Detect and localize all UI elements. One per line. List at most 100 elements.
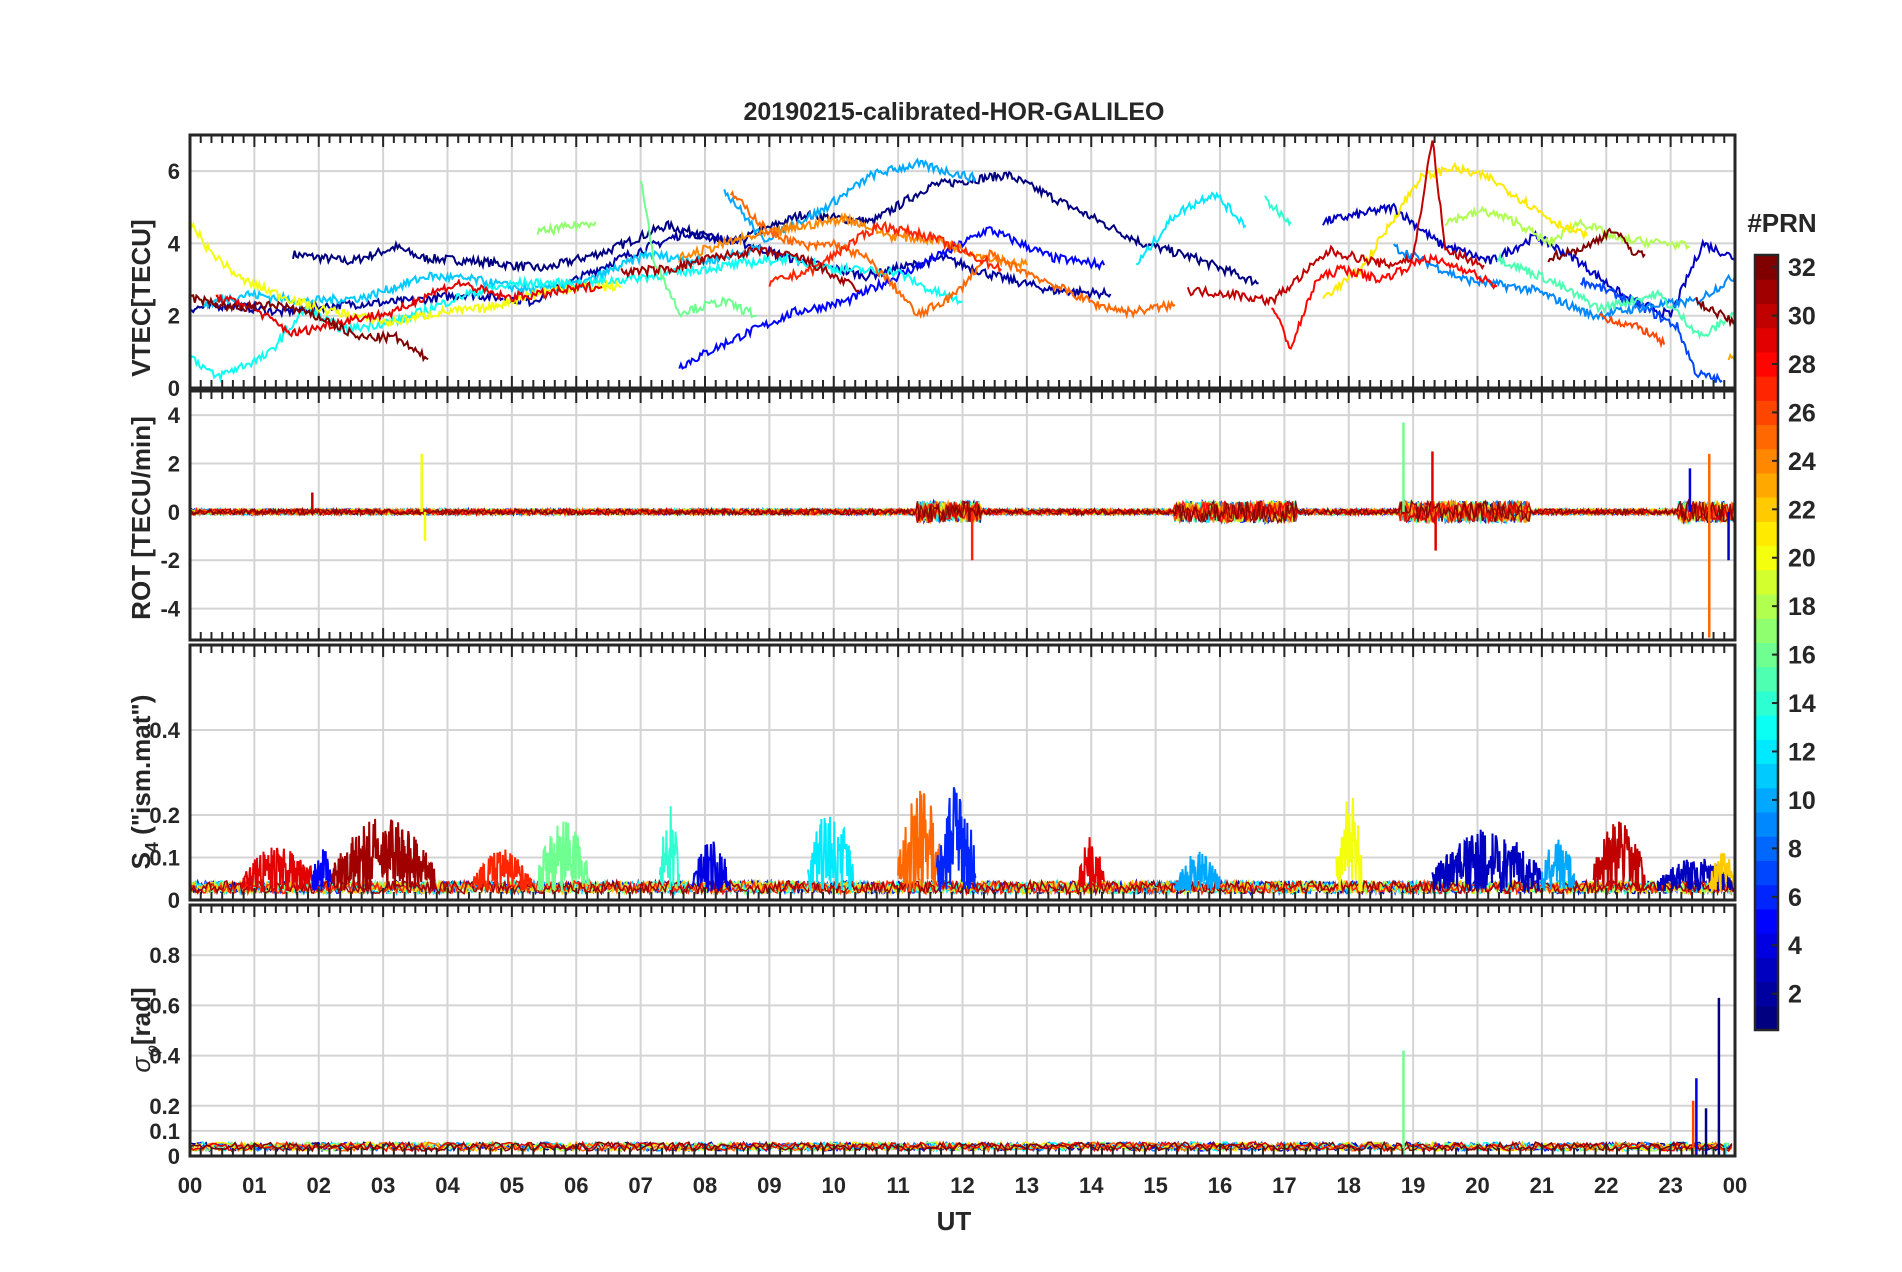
colorbar-segment [1755, 472, 1778, 498]
y-tick-label: 0.6 [149, 993, 180, 1018]
colorbar-segment [1755, 908, 1778, 934]
s4-burst-prn-10 [1173, 851, 1221, 892]
s4-burst-prn-29 [240, 847, 320, 893]
colorbar-segment [1755, 981, 1778, 1007]
vtec-series-prn-25 [729, 190, 1176, 320]
vtec-series-prn-32 [190, 293, 429, 363]
x-tick-label: 09 [757, 1173, 781, 1198]
colorbar-tick-label: 16 [1788, 642, 1816, 670]
sigma-phi-ylabel-rest: [rad] [126, 987, 156, 1045]
x-tick-label: 04 [435, 1173, 460, 1198]
s4-burst-prn-27 [472, 849, 533, 892]
colorbar-segment [1755, 715, 1778, 740]
x-tick-label: 06 [564, 1173, 588, 1198]
colorbar-segment [1755, 860, 1778, 886]
colorbar-segment [1755, 763, 1778, 789]
colorbar-segment [1755, 521, 1778, 547]
colorbar-tick-label: 2 [1788, 981, 1802, 1009]
vtec-series-prn-20 [190, 217, 622, 328]
vtec-series-prn-26 [1599, 312, 1666, 349]
sigma-phi-panel: 00.10.2 0.4 0.6 0.8 [149, 903, 1737, 1169]
vtec-series-prn-28 [1270, 252, 1498, 350]
vtec-series-prn-5 [678, 226, 1106, 370]
y-tick-label: 0.8 [149, 943, 180, 968]
colorbar-segment [1755, 787, 1778, 813]
colorbar-segment [1755, 376, 1778, 401]
y-tick-label: 0 [168, 500, 180, 525]
colorbar-tick-label: 32 [1788, 254, 1816, 282]
y-tick-label: 0.1 [149, 846, 180, 871]
x-tick-label: 07 [628, 1173, 652, 1198]
colorbar-segment [1755, 690, 1778, 716]
vtec-series-prn-29 [215, 278, 603, 338]
svg-text:S4 ("ism.mat"): S4 ("ism.mat") [126, 695, 162, 870]
colorbar-tick-label: 24 [1788, 448, 1816, 476]
y-tick-label: 0.2 [149, 1094, 180, 1119]
sigma-phi-ylabel: σφ[rad] [126, 987, 162, 1072]
colorbar-segment [1755, 739, 1778, 765]
colorbar-segment [1755, 424, 1778, 450]
vtec-series-prn-30 [1186, 140, 1485, 307]
colorbar-segment [1755, 545, 1778, 571]
x-tick-label: 22 [1594, 1173, 1618, 1198]
x-tick-label: 16 [1208, 1173, 1232, 1198]
vtec-series-prn-15 [1496, 251, 1735, 340]
sigma-phi-ylabel-sigma: σ [126, 1056, 156, 1073]
s4-burst-prn-30 [1592, 821, 1646, 892]
s4-burst-prn-22 [1708, 852, 1735, 893]
vtec-series-prn-14 [1264, 195, 1292, 227]
s4-panel: 0 0.1 0.2 0.4 [149, 643, 1737, 913]
y-tick-label: -4 [160, 597, 180, 622]
x-tick-label: 19 [1401, 1173, 1425, 1198]
x-axis-label: UT [937, 1206, 972, 1236]
x-tick-label: 01 [242, 1173, 266, 1198]
rot-panel: -4 -2 0 2 4 [160, 389, 1737, 642]
s4-burst-prn-14 [658, 806, 681, 891]
svg-text:VTEC[TECU]: VTEC[TECU] [126, 219, 156, 376]
x-tick-label: 23 [1658, 1173, 1682, 1198]
colorbar-segment [1755, 255, 1778, 280]
x-tick-label: 03 [371, 1173, 395, 1198]
y-tick-label: 4 [168, 403, 181, 428]
colorbar-segment [1755, 497, 1778, 522]
s4-burst-prn-31 [330, 818, 436, 892]
s4-burst-prn-5 [311, 849, 333, 891]
s4-burst-prn-20 [1334, 797, 1363, 892]
colorbar-segment [1755, 400, 1778, 426]
data-layer [190, 140, 1735, 384]
y-tick-label: 2 [168, 452, 180, 477]
colorbar-tick-label: 18 [1788, 593, 1816, 621]
s4-burst-prn-3 [1431, 829, 1543, 895]
colorbar-tick-label: 6 [1788, 884, 1802, 912]
x-tick-label: 10 [822, 1173, 846, 1198]
x-tick-label: 13 [1015, 1173, 1039, 1198]
colorbar-tick-label: 4 [1788, 932, 1802, 960]
colorbar-tick-label: 12 [1788, 738, 1816, 766]
plot-frame [188, 903, 1737, 1158]
colorbar-frame [1753, 253, 1780, 1032]
s4-burst-prn-10 [1540, 839, 1576, 891]
vtec-ylabel: VTEC[TECU] [126, 219, 156, 376]
y-tick-label: 4 [168, 231, 181, 256]
x-tick-label: 11 [886, 1173, 909, 1198]
rot-ylabel: ROT [TECU/min] [126, 416, 156, 620]
y-tick-label: 0.4 [149, 1044, 180, 1069]
plot-frame [188, 389, 1737, 642]
x-tick-label: 14 [1079, 1173, 1104, 1198]
colorbar-segment [1755, 303, 1778, 329]
y-tick-label: -2 [160, 548, 180, 573]
colorbar-tick-label: 10 [1788, 787, 1816, 815]
vtec-series-prn-18 [1444, 205, 1691, 252]
vtec-series-prn-27 [768, 220, 1002, 287]
colorbar-segment [1755, 933, 1778, 958]
s4-burst-prn-16 [536, 821, 591, 892]
chart-title: 20190215-calibrated-HOR-GALILEO [744, 98, 1165, 126]
colorbar-segment [1755, 569, 1778, 595]
colorbar-tick-label: 14 [1788, 690, 1816, 718]
s4-burst-prn-25 [897, 790, 945, 892]
vtec-series-prn-1 [292, 170, 1259, 287]
x-tick-label: 20 [1465, 1173, 1489, 1198]
colorbar-segment [1755, 618, 1778, 643]
plot-frame [188, 643, 1737, 902]
